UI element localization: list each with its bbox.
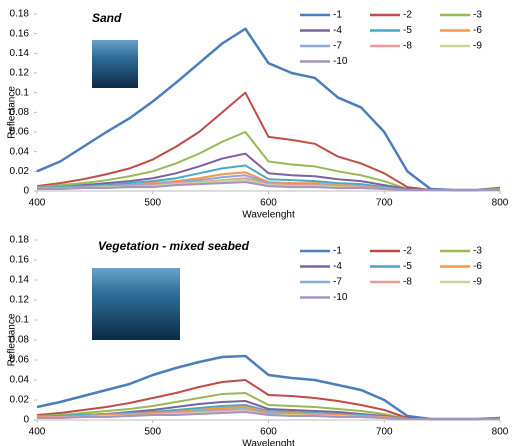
y-axis-label: Reflectance	[7, 86, 18, 139]
legend-label: -9	[473, 277, 482, 288]
y-tick-label: 0.06	[10, 127, 30, 138]
series-line	[36, 91, 501, 192]
legend-label: -5	[403, 261, 412, 272]
legend-label: -1	[333, 10, 342, 21]
legend-label: -8	[403, 41, 412, 52]
x-tick-label: 800	[492, 198, 509, 209]
legend-label: -9	[473, 41, 482, 52]
y-tick-label: 0.12	[10, 295, 30, 306]
y-tick-label: 0.08	[10, 335, 30, 346]
legend-label: -3	[473, 246, 482, 257]
y-tick-label: 0.04	[10, 146, 30, 157]
chart-title: Sand	[92, 11, 122, 25]
legend-label: -7	[333, 41, 342, 52]
legend-label: -6	[473, 25, 482, 36]
series-line	[36, 27, 501, 192]
series-line	[37, 181, 500, 192]
series-line	[37, 411, 500, 420]
legend-label: -4	[333, 25, 342, 36]
legend-label: -7	[333, 277, 342, 288]
y-tick-label: 0.16	[10, 28, 30, 39]
x-tick-label: 800	[492, 427, 509, 438]
x-tick-label: 700	[376, 198, 393, 209]
y-tick-label: 0	[23, 415, 29, 426]
x-tick-label: 400	[29, 198, 46, 209]
x-tick-label: 500	[144, 427, 161, 438]
x-tick-label: 600	[260, 198, 277, 209]
y-tick-label: 0.1	[15, 87, 29, 98]
y-tick-label: 0.12	[10, 68, 30, 79]
chart-title: Vegetation - mixed seabed	[98, 239, 250, 253]
legend-label: -4	[333, 261, 342, 272]
x-axis-label: Wavelenght	[242, 210, 295, 221]
y-tick-label: 0.08	[10, 107, 30, 118]
x-tick-label: 400	[29, 427, 46, 438]
y-tick-label: 0.14	[10, 275, 30, 286]
y-tick-label: 0.16	[10, 255, 30, 266]
y-tick-label: 0	[23, 186, 29, 197]
y-tick-label: 0.04	[10, 375, 30, 386]
y-tick-label: 0.02	[10, 166, 30, 177]
y-tick-label: 0.1	[15, 315, 29, 326]
legend-label: -5	[403, 25, 412, 36]
y-tick-label: 0.14	[10, 48, 30, 59]
legend-label: -10	[333, 56, 348, 67]
y-tick-label: 0.18	[10, 9, 30, 20]
legend-label: -10	[333, 292, 348, 303]
x-tick-label: 500	[144, 198, 161, 209]
y-tick-label: 0.18	[10, 235, 30, 246]
legend-label: -6	[473, 261, 482, 272]
legend-label: -8	[403, 277, 412, 288]
legend-label: -3	[473, 10, 482, 21]
y-tick-label: 0.06	[10, 355, 30, 366]
x-tick-label: 700	[376, 427, 393, 438]
x-tick-label: 600	[260, 427, 277, 438]
x-axis-label: Wavelenght	[242, 439, 295, 446]
inset-photo	[92, 268, 180, 340]
legend-label: -2	[403, 246, 412, 257]
legend-label: -2	[403, 10, 412, 21]
legend-label: -1	[333, 246, 342, 257]
y-axis-label: Reflectance	[7, 313, 18, 366]
inset-photo	[92, 40, 138, 88]
y-tick-label: 0.02	[10, 395, 30, 406]
